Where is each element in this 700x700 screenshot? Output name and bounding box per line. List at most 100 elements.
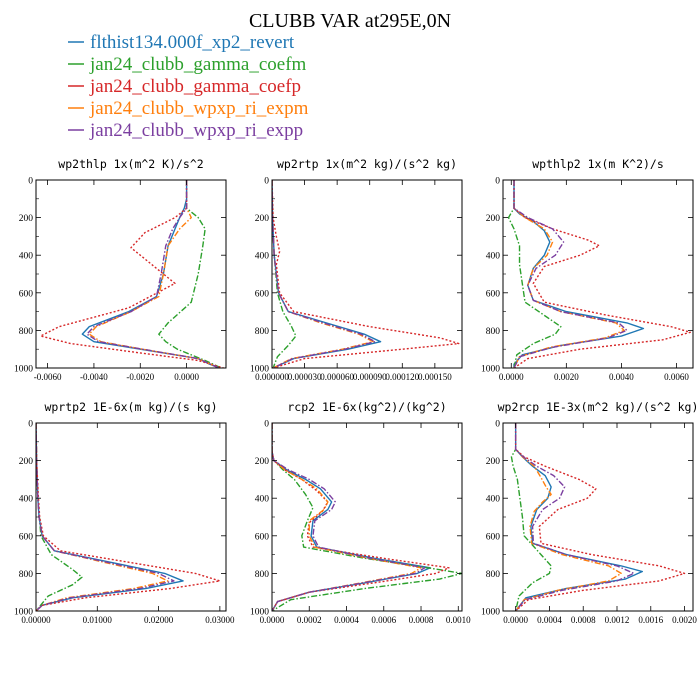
y-tick-label: 200 (255, 457, 270, 467)
y-tick-label: 400 (19, 495, 34, 505)
y-tick-label: 600 (19, 289, 34, 299)
x-tick-label: 0.0010 (446, 615, 471, 625)
series-line (36, 423, 221, 611)
x-tick-label: 0.000090 (353, 372, 387, 382)
series-line (514, 423, 644, 611)
series-line (272, 180, 297, 368)
y-tick-label: 400 (486, 252, 501, 262)
panel: wp2thlp 1x(m^2 K)/s^202004006008001000-0… (14, 157, 227, 382)
y-tick-label: 0 (28, 420, 33, 430)
x-tick-label: 0.01000 (83, 615, 113, 625)
series-line (36, 423, 175, 611)
panels: wp2thlp 1x(m^2 K)/s^202004006008001000-0… (14, 157, 698, 625)
panel-frame (35, 422, 227, 612)
y-tick-label: 600 (255, 289, 270, 299)
y-tick-label: 1000 (14, 365, 33, 375)
series-line (272, 423, 422, 611)
x-tick-label: 0.0002 (297, 615, 322, 625)
series-line (36, 423, 169, 611)
y-tick-label: 800 (19, 327, 34, 337)
panel-frame (271, 179, 463, 369)
series-line (272, 423, 462, 611)
x-tick-label: 0.0000 (174, 372, 199, 382)
y-tick-label: 0 (264, 177, 269, 187)
y-tick-label: 400 (255, 495, 270, 505)
x-tick-label: 0.0000 (499, 372, 524, 382)
y-tick-label: 600 (486, 532, 501, 542)
series-group (272, 180, 460, 368)
series-line (272, 423, 450, 611)
series-line (272, 180, 374, 368)
panel: rcp2 1E-6x(kg^2)/(kg^2) 0 200 400 600 800 1000… (250, 400, 471, 625)
series-line (513, 180, 625, 368)
y-tick-label: 200 (19, 214, 34, 224)
y-tick-label: 800 (486, 327, 501, 337)
x-tick-label: 0.000000 (255, 372, 289, 382)
legend-entry: jan24_clubb_wpxp_ri_expm (68, 98, 309, 119)
x-tick-label: 0.0020 (554, 372, 579, 382)
y-tick-label: 800 (255, 327, 270, 337)
y-tick-label: 400 (255, 252, 270, 262)
x-tick-label: 0.0004 (537, 615, 562, 625)
panel: wp2rcp 1E-3x(m^2 kg)/(s^2 kg) 0 200 400 600 8… (481, 400, 698, 625)
x-tick-label: 0.00000 (21, 615, 51, 625)
x-tick-label: 0.000150 (418, 372, 452, 382)
legend-label: jan24_clubb_wpxp_ri_expm (89, 98, 309, 119)
panel-title: rcp2 1E-6x(kg^2)/(kg^2) (287, 400, 446, 414)
series-line (513, 180, 628, 368)
x-tick-label: 0.0006 (371, 615, 396, 625)
y-tick-label: 800 (19, 570, 34, 580)
y-tick-label: 0 (28, 177, 33, 187)
y-tick-label: 200 (486, 457, 501, 467)
x-tick-label: 0.0040 (609, 372, 634, 382)
panel-title: wp2rtp 1x(m^2 kg)/(s^2 kg) (277, 157, 457, 171)
series-group (510, 423, 686, 611)
x-tick-label: 0.0020 (672, 615, 697, 625)
panel-title: wpthlp2 1x(m K^2)/s (532, 157, 664, 171)
legend-entry: jan24_clubb_gamma_coefp (68, 76, 301, 97)
panel: wpthlp2 1x(m K^2)/s020040060080010000.00… (481, 157, 694, 382)
y-tick-label: 600 (19, 532, 34, 542)
y-tick-label: 400 (486, 495, 501, 505)
y-tick-label: 600 (255, 532, 270, 542)
x-tick-label: 0.0008 (571, 615, 596, 625)
x-tick-label: 0.000030 (288, 372, 322, 382)
series-line (514, 423, 622, 611)
y-tick-label: 800 (486, 570, 501, 580)
y-tick-label: 200 (19, 457, 34, 467)
y-tick-label: 1000 (481, 365, 500, 375)
legend-entry: jan24_clubb_wpxp_ri_expp (68, 120, 303, 141)
legend-entry: jan24_clubb_gamma_coefm (68, 54, 307, 75)
x-tick-label: 0.0016 (638, 615, 663, 625)
series-line (36, 423, 83, 611)
x-tick-label: 0.0012 (605, 615, 630, 625)
y-tick-label: 0 (495, 177, 500, 187)
series-line (513, 180, 691, 368)
series-line (272, 180, 376, 368)
y-tick-label: 200 (255, 214, 270, 224)
y-tick-label: 1000 (250, 365, 269, 375)
x-tick-label: 0.000120 (385, 372, 419, 382)
y-tick-label: 200 (486, 214, 501, 224)
legend-label: jan24_clubb_gamma_coefm (89, 54, 307, 75)
legend-label: jan24_clubb_wpxp_ri_expp (89, 120, 303, 141)
series-group (272, 423, 462, 611)
legend-label: flthist134.000f_xp2_revert (90, 32, 295, 53)
legend-label: jan24_clubb_gamma_coefp (89, 76, 301, 97)
series-line (272, 180, 382, 368)
x-tick-label: 0.0004 (334, 615, 359, 625)
x-tick-label: 0.0008 (409, 615, 434, 625)
series-line (510, 423, 552, 611)
y-tick-label: 0 (264, 420, 269, 430)
series-line (39, 180, 224, 368)
legend: flthist134.000f_xp2_revertjan24_clubb_ga… (68, 32, 309, 141)
y-tick-label: 800 (255, 570, 270, 580)
figure-title: CLUBB VAR at295E,0N (249, 10, 451, 32)
series-group (507, 180, 691, 368)
series-group (36, 423, 221, 611)
x-tick-label: 0.0000 (260, 615, 285, 625)
panel: wp2rtp 1x(m^2 kg)/(s^2 kg) 0 200 400 600 800 1… (250, 157, 463, 382)
series-line (272, 423, 426, 611)
x-tick-label: 0.02000 (144, 615, 174, 625)
